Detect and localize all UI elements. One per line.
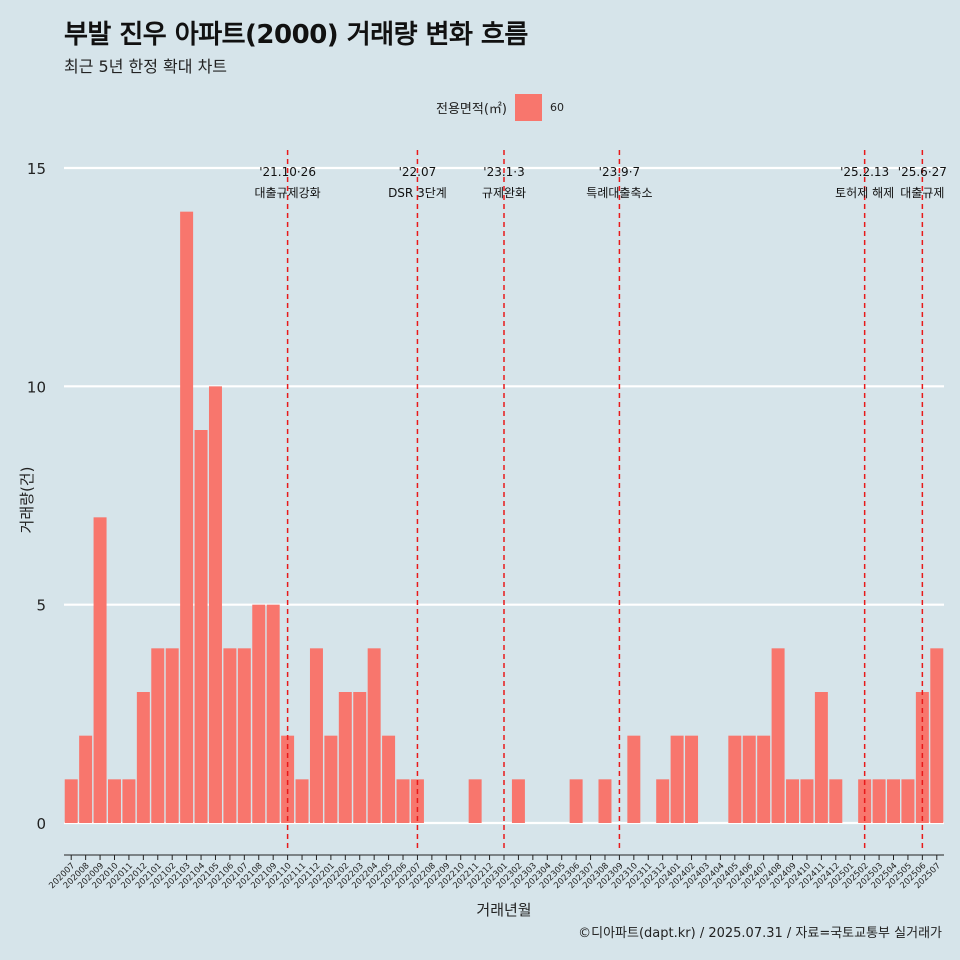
- bar: [353, 692, 367, 823]
- bar: [468, 779, 482, 823]
- bar: [223, 648, 237, 823]
- bar: [742, 735, 756, 823]
- x-axis-title: 거래년월: [476, 901, 531, 919]
- annotation-date: '25.2.13: [840, 165, 889, 179]
- annotation-label: 토허제 해제: [835, 186, 894, 200]
- bar: [930, 648, 944, 823]
- legend-key: [514, 93, 542, 121]
- legend: 전용면적(㎡) 60: [436, 93, 564, 121]
- bar: [728, 735, 742, 823]
- annotation-label: DSR 3단계: [388, 186, 447, 200]
- y-tick-label: 5: [36, 597, 46, 615]
- bar: [569, 779, 583, 823]
- bar: [281, 735, 295, 823]
- annotation-date: '23.1·3: [483, 165, 524, 179]
- chart-title: 부발 진우 아파트(2000) 거래량 변화 흐름: [64, 20, 528, 50]
- bar: [627, 735, 641, 823]
- bar: [194, 430, 208, 823]
- bar: [136, 692, 150, 823]
- bar: [901, 779, 915, 823]
- bar: [252, 604, 266, 823]
- annotation-label: 특례대출축소: [586, 186, 652, 200]
- y-axis-title: 거래량(건): [18, 467, 36, 534]
- bar: [511, 779, 525, 823]
- bar: [367, 648, 381, 823]
- bar: [800, 779, 814, 823]
- legend-title: 전용면적(㎡): [436, 101, 507, 117]
- bar: [295, 779, 309, 823]
- bar: [887, 779, 900, 823]
- bar: [79, 735, 93, 823]
- annotation-label: 규제완화: [482, 186, 526, 200]
- y-tick-label: 0: [36, 815, 46, 833]
- bar: [165, 648, 179, 823]
- bar: [396, 779, 410, 823]
- bar: [670, 735, 684, 823]
- annotation-date: '22.07: [399, 165, 437, 179]
- bar: [338, 692, 352, 823]
- bar: [108, 779, 121, 823]
- bar: [771, 648, 785, 823]
- bar: [266, 604, 280, 823]
- bar: [180, 211, 194, 823]
- bar: [814, 692, 828, 823]
- annotation-date: '21.10·26: [259, 165, 316, 179]
- bar: [685, 735, 699, 823]
- y-tick-label: 15: [27, 160, 46, 178]
- bar: [208, 386, 222, 823]
- bar: [324, 735, 338, 823]
- annotation-date: '23.9·7: [599, 165, 640, 179]
- bar: [64, 779, 78, 823]
- bar: [656, 779, 670, 823]
- bar: [151, 648, 165, 823]
- y-tick-label: 10: [27, 378, 46, 396]
- bar: [93, 517, 107, 823]
- bar: [382, 735, 396, 823]
- bar: [309, 648, 323, 823]
- bar: [122, 779, 136, 823]
- annotation-date: '25.6·27: [898, 165, 947, 179]
- bar: [786, 779, 800, 823]
- chart-subtitle: 최근 5년 한정 확대 차트: [64, 57, 228, 76]
- bar: [829, 779, 843, 823]
- bar: [872, 779, 886, 823]
- annotation-label: 대출규제: [900, 186, 944, 200]
- bar: [598, 779, 612, 823]
- caption: ©디아파트(dapt.kr) / 2025.07.31 / 자료=국토교통부 실…: [578, 926, 942, 941]
- annotation-label: 대출규제강화: [254, 186, 320, 200]
- legend-label: 60: [549, 100, 564, 114]
- bar: [757, 735, 771, 823]
- bar: [237, 648, 251, 823]
